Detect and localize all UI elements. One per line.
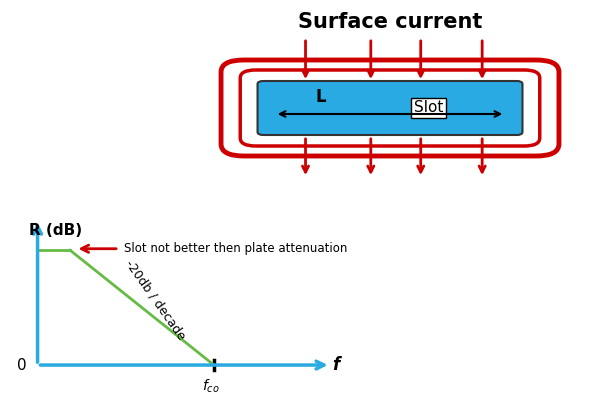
Text: f: f — [332, 356, 340, 374]
Text: Slot not better then plate attenuation: Slot not better then plate attenuation — [124, 242, 348, 255]
Text: $f_{co}$: $f_{co}$ — [202, 377, 220, 395]
Text: Slot: Slot — [414, 100, 443, 116]
Text: 0: 0 — [17, 358, 27, 372]
Text: -20db / decade: -20db / decade — [123, 257, 188, 342]
Text: Surface current: Surface current — [298, 12, 482, 32]
FancyBboxPatch shape — [221, 60, 559, 156]
FancyBboxPatch shape — [240, 70, 540, 146]
Text: R (dB): R (dB) — [29, 223, 83, 238]
Text: L: L — [316, 88, 326, 106]
FancyBboxPatch shape — [257, 81, 523, 135]
